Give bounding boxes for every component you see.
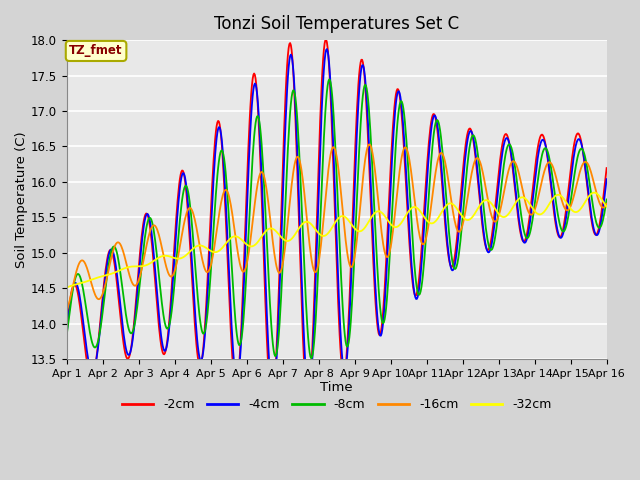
-8cm xyxy=(325,77,333,83)
-4cm xyxy=(181,175,189,181)
-2cm xyxy=(181,179,189,184)
Line: -32cm: -32cm xyxy=(67,192,607,288)
Legend: -2cm, -4cm, -8cm, -16cm, -32cm: -2cm, -4cm, -8cm, -16cm, -32cm xyxy=(117,394,556,417)
-16cm xyxy=(181,216,189,221)
-16cm xyxy=(328,146,336,152)
-8cm xyxy=(555,216,563,222)
Y-axis label: Soil Temperature (C): Soil Temperature (C) xyxy=(15,131,28,268)
-4cm xyxy=(555,232,563,238)
-4cm xyxy=(323,46,331,52)
-2cm xyxy=(268,400,276,406)
Line: -4cm: -4cm xyxy=(67,49,607,394)
-8cm xyxy=(330,113,337,119)
-16cm xyxy=(366,142,374,147)
-8cm xyxy=(63,333,70,338)
-2cm xyxy=(330,172,337,178)
-2cm xyxy=(205,260,212,266)
-4cm xyxy=(330,152,337,158)
-8cm xyxy=(603,197,611,203)
-4cm xyxy=(603,176,611,182)
Line: -2cm: -2cm xyxy=(67,40,607,403)
Title: Tonzi Soil Temperatures Set C: Tonzi Soil Temperatures Set C xyxy=(214,15,459,33)
-8cm xyxy=(307,355,315,361)
-16cm xyxy=(554,182,562,188)
Text: TZ_fmet: TZ_fmet xyxy=(69,45,123,58)
-32cm xyxy=(381,213,388,219)
-32cm xyxy=(603,204,611,209)
-8cm xyxy=(436,123,444,129)
-8cm xyxy=(382,305,390,311)
-16cm xyxy=(205,269,212,275)
-2cm xyxy=(382,259,390,264)
-32cm xyxy=(205,247,212,252)
-2cm xyxy=(555,233,563,239)
-8cm xyxy=(205,301,212,307)
-4cm xyxy=(205,276,212,282)
-32cm xyxy=(181,253,189,259)
Line: -8cm: -8cm xyxy=(67,80,607,358)
-4cm xyxy=(269,391,276,396)
Line: -16cm: -16cm xyxy=(67,144,607,311)
-16cm xyxy=(435,155,442,160)
-4cm xyxy=(63,331,70,336)
-2cm xyxy=(436,147,444,153)
-16cm xyxy=(63,308,70,314)
-32cm xyxy=(554,192,561,198)
-4cm xyxy=(382,276,390,282)
X-axis label: Time: Time xyxy=(320,382,353,395)
-2cm xyxy=(323,37,330,43)
-32cm xyxy=(328,225,336,230)
-2cm xyxy=(63,326,70,332)
-32cm xyxy=(63,285,70,290)
-32cm xyxy=(590,190,598,195)
-4cm xyxy=(436,140,444,145)
-32cm xyxy=(434,216,442,221)
-16cm xyxy=(381,252,389,257)
-8cm xyxy=(181,183,189,189)
-16cm xyxy=(603,201,611,207)
-2cm xyxy=(603,165,611,171)
